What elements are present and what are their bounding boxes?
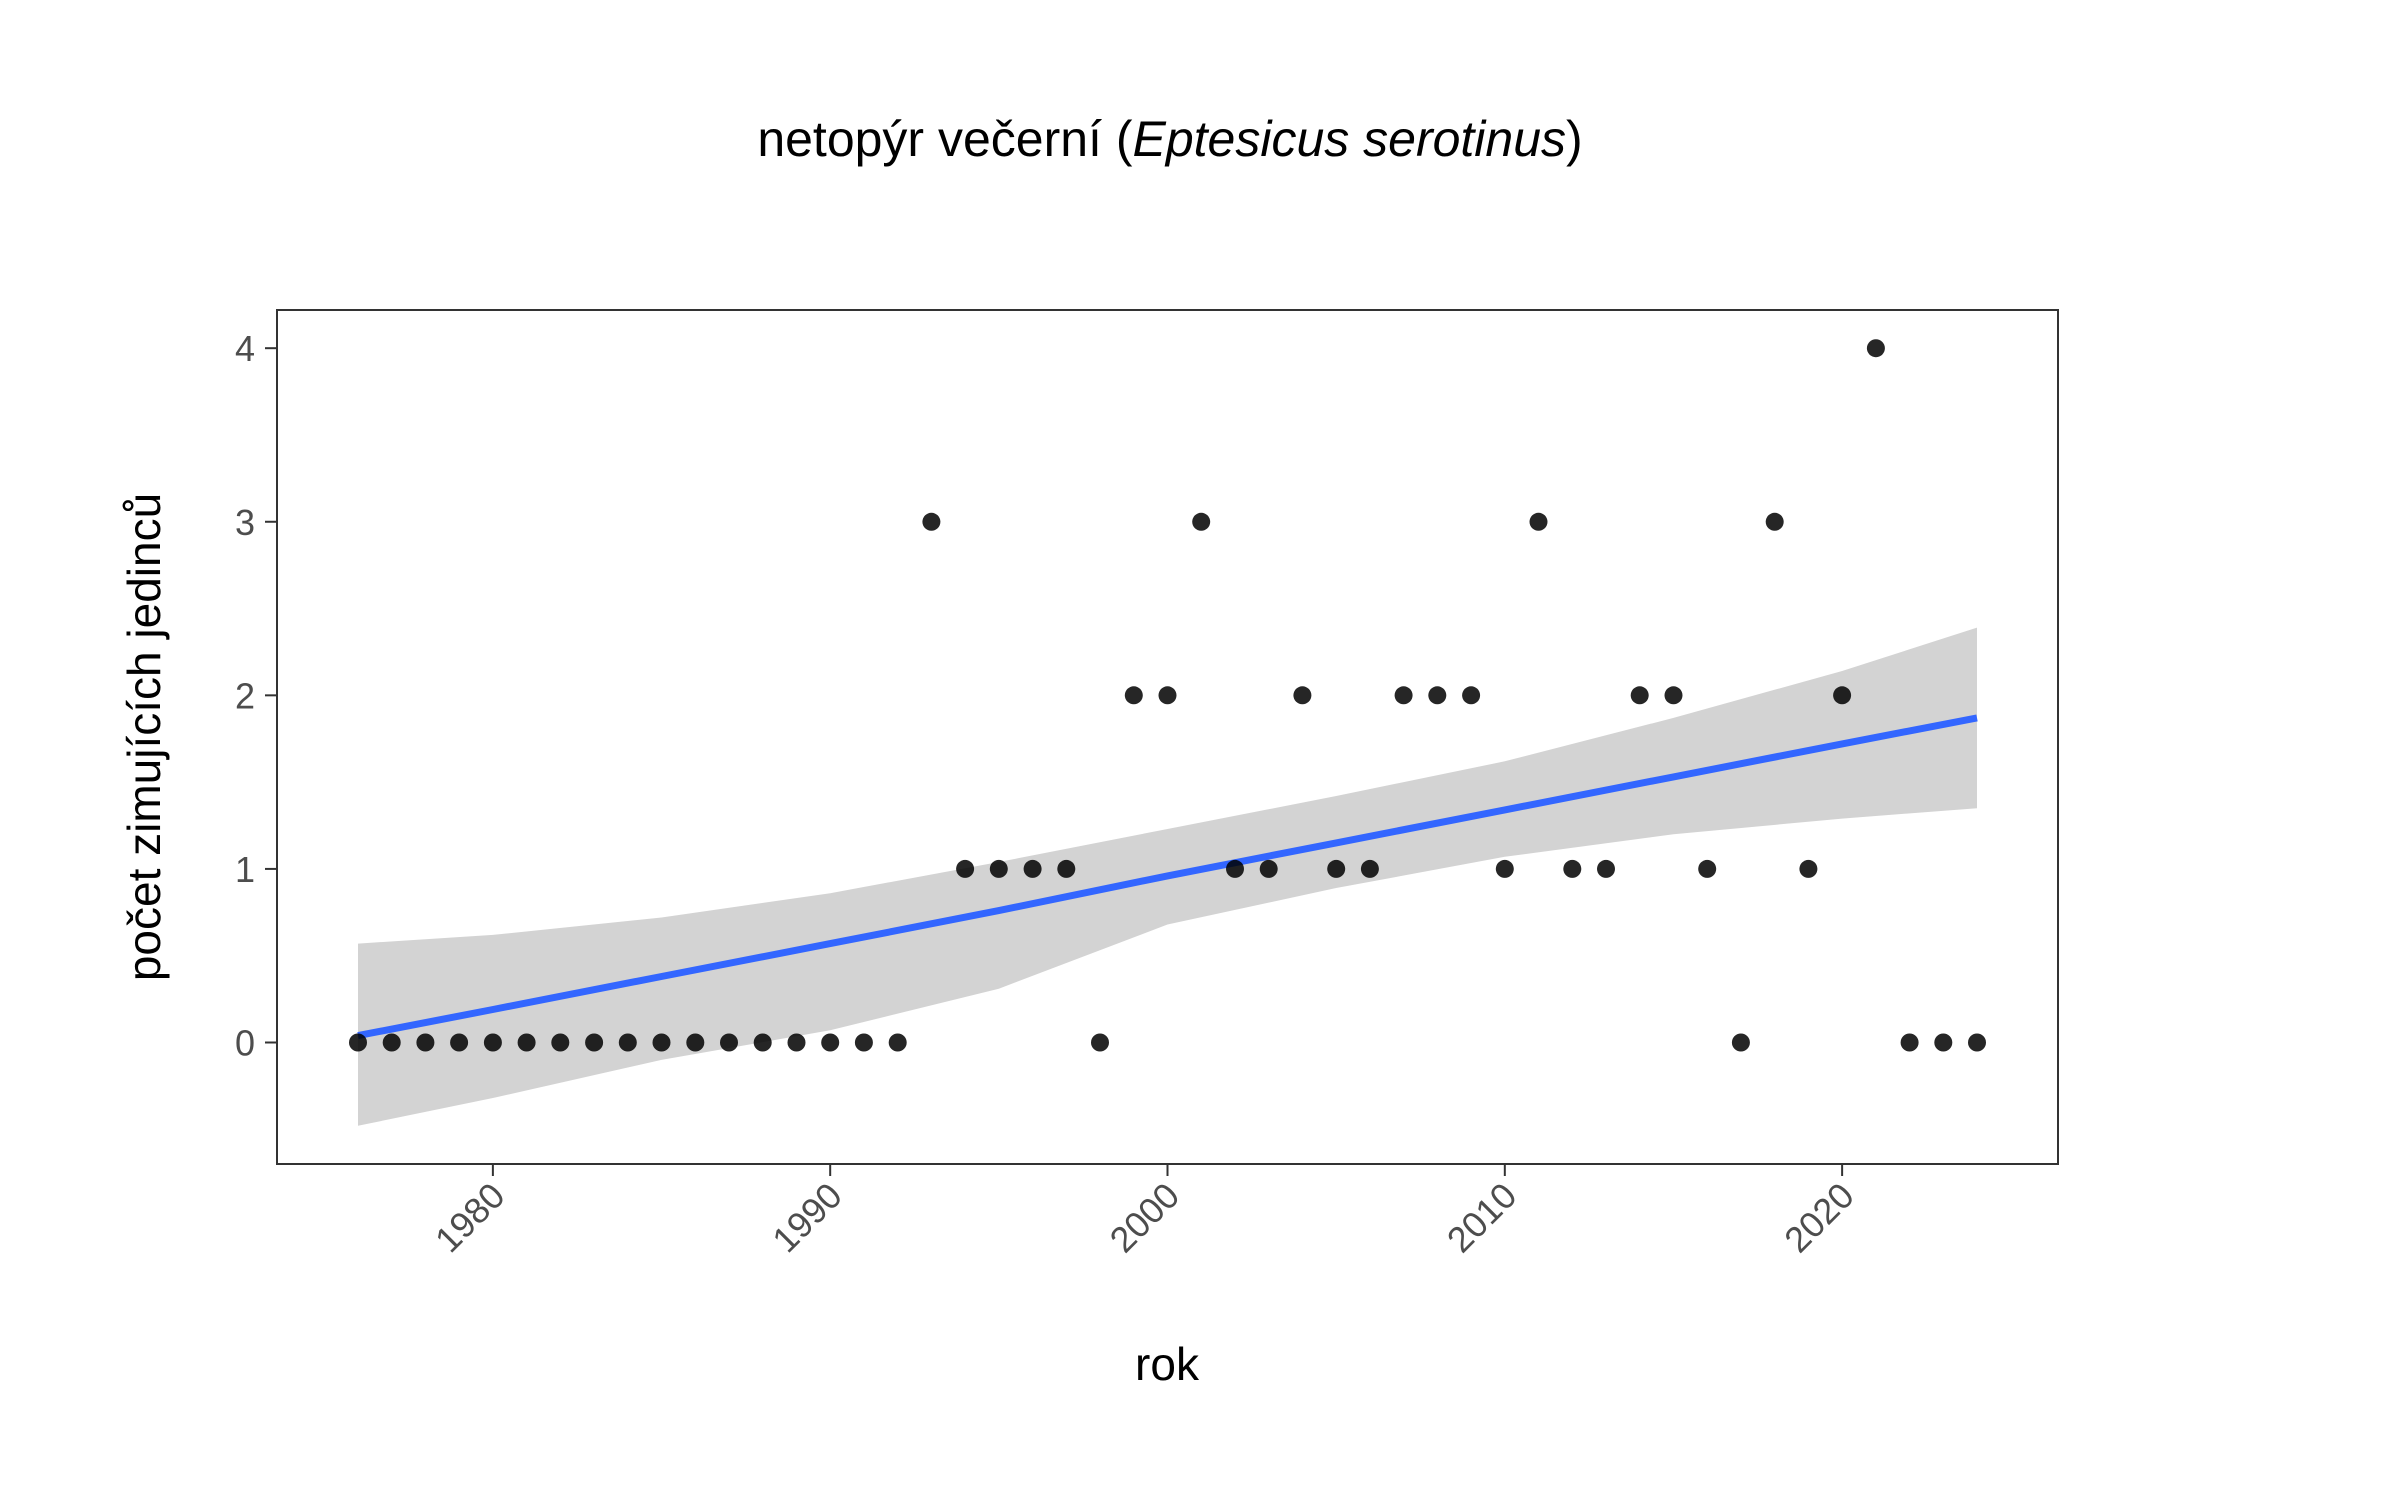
data-point bbox=[1158, 686, 1177, 705]
y-tick-label: 1 bbox=[235, 849, 255, 890]
data-point bbox=[922, 512, 941, 531]
data-point bbox=[686, 1033, 705, 1052]
data-point bbox=[1091, 1033, 1109, 1052]
data-point bbox=[1360, 859, 1379, 878]
x-tick-label: 2010 bbox=[1439, 1175, 1525, 1261]
data-point bbox=[1698, 859, 1717, 878]
y-tick-label: 4 bbox=[235, 328, 255, 369]
data-point bbox=[821, 1033, 840, 1052]
data-point bbox=[1866, 339, 1885, 358]
data-point bbox=[517, 1033, 536, 1052]
data-point bbox=[416, 1033, 435, 1052]
data-point bbox=[1259, 859, 1278, 878]
trend-line bbox=[357, 714, 1978, 1040]
data-point bbox=[483, 1033, 502, 1052]
data-point bbox=[652, 1033, 671, 1052]
data-point bbox=[720, 1033, 738, 1052]
y-axis-title: počet zimujících jedinců bbox=[118, 493, 170, 981]
x-tick-label: 2000 bbox=[1102, 1175, 1188, 1261]
data-point bbox=[1192, 512, 1211, 531]
y-tick-label: 2 bbox=[235, 675, 255, 716]
data-point bbox=[753, 1033, 772, 1052]
data-point bbox=[1664, 686, 1683, 705]
data-point bbox=[1630, 686, 1649, 705]
data-point bbox=[1327, 859, 1346, 878]
data-point bbox=[888, 1033, 907, 1052]
data-point bbox=[1023, 859, 1042, 878]
data-point bbox=[349, 1033, 367, 1052]
data-point bbox=[1731, 1033, 1750, 1052]
data-point bbox=[956, 859, 975, 878]
data-point bbox=[1428, 686, 1447, 705]
data-point bbox=[1462, 686, 1481, 705]
data-point bbox=[1765, 512, 1784, 531]
data-point bbox=[1495, 859, 1514, 878]
data-point bbox=[585, 1033, 604, 1052]
y-tick-label: 0 bbox=[235, 1022, 255, 1063]
data-point bbox=[1124, 686, 1143, 705]
data-point bbox=[787, 1033, 806, 1052]
chart-title-species: Eptesicus serotinus bbox=[1132, 111, 1566, 167]
data-point bbox=[1529, 512, 1548, 531]
y-tick-label: 3 bbox=[235, 502, 255, 543]
data-point bbox=[1833, 686, 1852, 705]
chart-title-prefix: netopýr večerní ( bbox=[757, 111, 1133, 167]
data-point bbox=[1293, 686, 1312, 705]
data-point bbox=[989, 859, 1008, 878]
x-tick-label: 1990 bbox=[764, 1175, 850, 1261]
data-point bbox=[1597, 859, 1615, 878]
x-tick-label: 2020 bbox=[1776, 1175, 1862, 1261]
data-point bbox=[1226, 859, 1244, 878]
data-point bbox=[1799, 859, 1818, 878]
data-point bbox=[618, 1033, 637, 1052]
data-point bbox=[1900, 1033, 1919, 1052]
y-axis-ticks: 0 1 2 3 4 bbox=[235, 328, 277, 1063]
data-point bbox=[1563, 859, 1582, 878]
x-tick-label: 1980 bbox=[427, 1175, 513, 1261]
x-axis-title: rok bbox=[1135, 1338, 1200, 1390]
data-point bbox=[551, 1033, 570, 1052]
data-points-layer bbox=[349, 339, 1986, 1052]
data-point bbox=[1394, 686, 1413, 705]
data-point bbox=[1057, 859, 1076, 878]
data-point bbox=[854, 1033, 873, 1052]
data-point bbox=[382, 1033, 401, 1052]
data-point bbox=[1968, 1033, 1986, 1052]
trend-line-layer bbox=[357, 714, 1978, 1040]
x-axis-ticks: 1980 1990 2000 2010 2020 bbox=[427, 1164, 1862, 1260]
chart-title-suffix: ) bbox=[1566, 111, 1583, 167]
chart-title: netopýr večerní (Eptesicus serotinus) bbox=[757, 111, 1582, 167]
data-point bbox=[450, 1033, 469, 1052]
data-point bbox=[1934, 1033, 1953, 1052]
